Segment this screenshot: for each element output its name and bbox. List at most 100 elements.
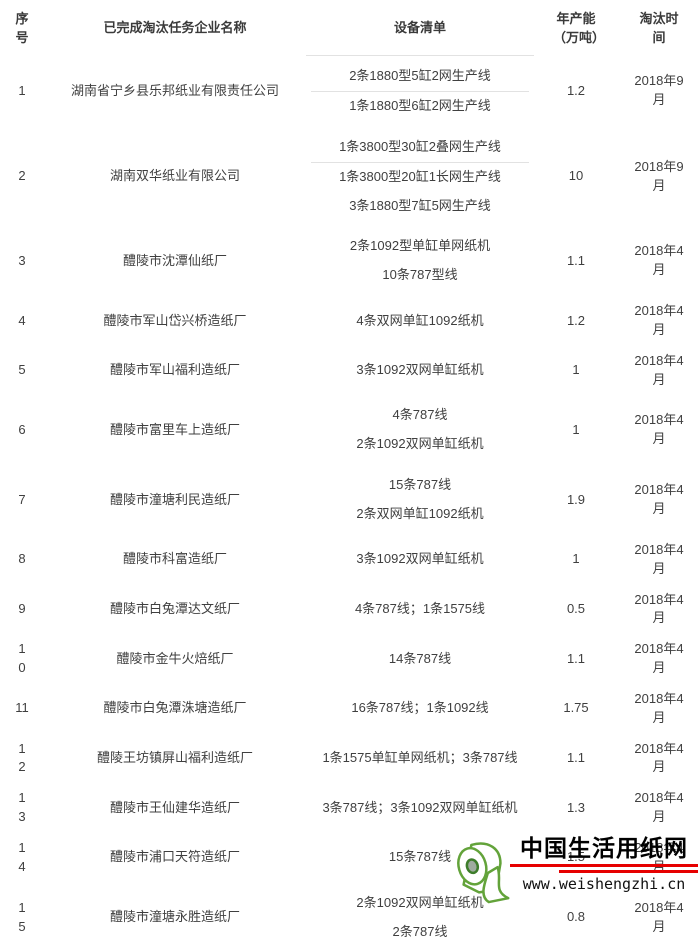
elimination-time: 2018年4月 (634, 790, 684, 825)
cell-capacity: 1.1 (566, 252, 586, 268)
equipment-item: 4条787线 (311, 401, 529, 430)
equipment-item-text: 2条双网单缸1092纸机 (356, 506, 484, 521)
cell-time: 2018年4月 (618, 226, 700, 296)
cell-capacity: 1 (572, 551, 580, 567)
table-header-row: 序号 已完成淘汰任务企业名称 设备清单 年产能（万吨） 淘汰时间 (0, 2, 700, 57)
equipment-item-text: 4条787线 (392, 407, 448, 423)
cell-company: 醴陵市浦口天符造纸厂 (109, 849, 240, 865)
cell-company: 醴陵市潼塘利民造纸厂 (109, 491, 240, 507)
equipment-item: 3条1092双网单缸纸机 (311, 545, 529, 574)
cell-capacity: 1.2 (566, 312, 586, 328)
cell-index: 9 (0, 585, 44, 635)
cell-index: 7 (0, 465, 44, 535)
cell-time: 2018年4月 (618, 833, 700, 883)
row-number: 4 (18, 312, 26, 328)
table-row: 14 醴陵市浦口天符造纸厂 15条787线 1.5 2018年4月 (0, 833, 700, 883)
equipment-item-text: 10条787型线 (382, 267, 458, 283)
cell-company: 醴陵市王仙建华造纸厂 (109, 799, 240, 815)
cell-company: 醴陵市潼塘永胜造纸厂 (109, 909, 240, 925)
header-capacity: 年产能（万吨） (534, 2, 618, 56)
elimination-time: 2018年4月 (634, 899, 684, 934)
cell-equipment: 4条787线；1条1575线 (306, 585, 534, 635)
table-body: 1 湖南省宁乡县乐邦纸业有限责任公司 2条1880型5缸2网生产线 1条1880型6缸… (0, 56, 700, 952)
table-row: 6 醴陵市富里车上造纸厂 4条787线 2条1092双网单缸纸机 1 2018年4月 (0, 395, 700, 465)
cell-capacity: 1.3 (566, 799, 586, 815)
elimination-time: 2018年4月 (634, 740, 684, 775)
cell-time: 2018年4月 (618, 346, 700, 396)
equipment-item-text: 1条3800型20缸1长网生产线 (339, 168, 501, 184)
cell-capacity: 1.1 (566, 650, 586, 666)
equipment-item-text: 2条787线 (392, 923, 448, 939)
cell-equipment: 1条3800型30缸2叠网生产线 1条3800型20缸1长网生产线 3条1880型7… (306, 127, 534, 227)
row-number: 5 (18, 362, 26, 378)
equipment-item: 3条1092双网单缸纸机 (311, 356, 529, 385)
row-number: 10 (18, 641, 26, 676)
header-index: 序号 (0, 2, 44, 56)
row-number: 11 (15, 700, 29, 716)
cell-time: 2018年4月 (618, 883, 700, 952)
equipment-item: 1条1880型6缸2网生产线 (311, 91, 529, 121)
cell-time: 2018年4月 (618, 535, 700, 585)
equipment-item-text: 2条1880型5缸2网生产线 (349, 68, 491, 84)
header-time: 淘汰时间 (618, 2, 700, 56)
table-row: 7 醴陵市潼塘利民造纸厂 15条787线 2条双网单缸1092纸机 1.9 2018年4月 (0, 465, 700, 535)
row-number: 13 (18, 790, 26, 825)
row-number: 8 (18, 551, 26, 567)
equipment-item-text: 3条1092双网单缸纸机 (356, 551, 484, 567)
cell-capacity: 1.2 (566, 82, 586, 98)
cell-time: 2018年4月 (618, 585, 700, 635)
cell-equipment: 2条1092型单缸单网纸机 10条787型线 (306, 226, 534, 296)
equipment-item-text: 2条1092型单缸单网纸机 (349, 238, 491, 254)
header-company: 已完成淘汰任务企业名称 (103, 20, 247, 36)
header-time-label: 淘汰时间 (639, 11, 679, 45)
equipment-item: 1条3800型30缸2叠网生产线 (311, 133, 529, 162)
equipment-item-text: 3条1880型7缸5网生产线 (349, 197, 491, 213)
cell-capacity: 1.5 (566, 849, 586, 865)
elimination-time: 2018年4月 (634, 541, 684, 576)
elimination-time: 2018年4月 (634, 412, 684, 447)
cell-equipment: 1条1575单缸单网纸机；3条787线 (306, 734, 534, 784)
equipment-item: 2条1880型5缸2网生产线 (311, 62, 529, 91)
row-number: 3 (18, 252, 26, 268)
row-number: 6 (18, 421, 26, 437)
row-number: 14 (18, 839, 26, 874)
equipment-item-text: 1条1575单缸单网纸机；3条787线 (322, 750, 518, 766)
table-row: 9 醴陵市白兔潭达文纸厂 4条787线；1条1575线 0.5 2018年4月 (0, 585, 700, 635)
cell-company: 醴陵市军山岱兴桥造纸厂 (103, 312, 247, 328)
cell-equipment: 4条787线 2条1092双网单缸纸机 (306, 395, 534, 465)
table-row: 3 醴陵市沈潭仙纸厂 2条1092型单缸单网纸机 10条787型线 1.1 2018年4月 (0, 226, 700, 296)
cell-index: 6 (0, 395, 44, 465)
cell-company: 醴陵市白兔潭达文纸厂 (109, 600, 240, 616)
cell-capacity: 1 (572, 362, 580, 378)
cell-equipment: 4条双网单缸1092纸机 (306, 296, 534, 346)
equipment-item: 10条787型线 (311, 261, 529, 290)
table-row: 5 醴陵市军山福利造纸厂 3条1092双网单缸纸机 1 2018年4月 (0, 346, 700, 396)
elimination-time: 2018年4月 (634, 482, 684, 516)
cell-company: 醴陵市军山福利造纸厂 (109, 362, 240, 378)
equipment-item-text: 15条787线 (388, 849, 452, 865)
cell-company: 醴陵市金牛火焙纸厂 (116, 650, 234, 666)
table-row: 13 醴陵市王仙建华造纸厂 3条787线；3条1092双网单缸纸机 1.3 2018年4… (0, 783, 700, 833)
cell-equipment: 3条1092双网单缸纸机 (306, 346, 534, 396)
elimination-time: 2018年4月 (634, 690, 684, 725)
row-number: 12 (18, 740, 26, 775)
cell-capacity: 1 (572, 421, 580, 437)
cell-capacity: 1.75 (563, 700, 589, 716)
equipment-item: 3条1880型7缸5网生产线 (311, 192, 529, 221)
row-number: 2 (18, 168, 26, 184)
equipment-item: 16条787线；1条1092线 (311, 694, 529, 723)
equipment-item: 4条787线；1条1575线 (311, 595, 529, 624)
cell-equipment: 3条787线；3条1092双网单缸纸机 (306, 783, 534, 833)
equipment-item: 1条1575单缸单网纸机；3条787线 (311, 744, 529, 773)
equipment-item-text: 2条1092双网单缸纸机 (356, 894, 484, 910)
equipment-item-text: 4条787线；1条1575线 (354, 600, 486, 616)
cell-equipment: 15条787线 2条双网单缸1092纸机 (306, 465, 534, 535)
equipment-item: 2条1092双网单缸纸机 (311, 430, 529, 459)
cell-index: 2 (0, 127, 44, 227)
cell-index: 8 (0, 535, 44, 585)
table-row: 11 醴陵市白兔潭洙塘造纸厂 16条787线；1条1092线 1.75 2018年4月 (0, 684, 700, 734)
cell-index: 15 (0, 883, 44, 952)
cell-equipment: 2条1092双网单缸纸机 2条787线 (306, 883, 534, 952)
row-number: 1 (18, 82, 26, 98)
